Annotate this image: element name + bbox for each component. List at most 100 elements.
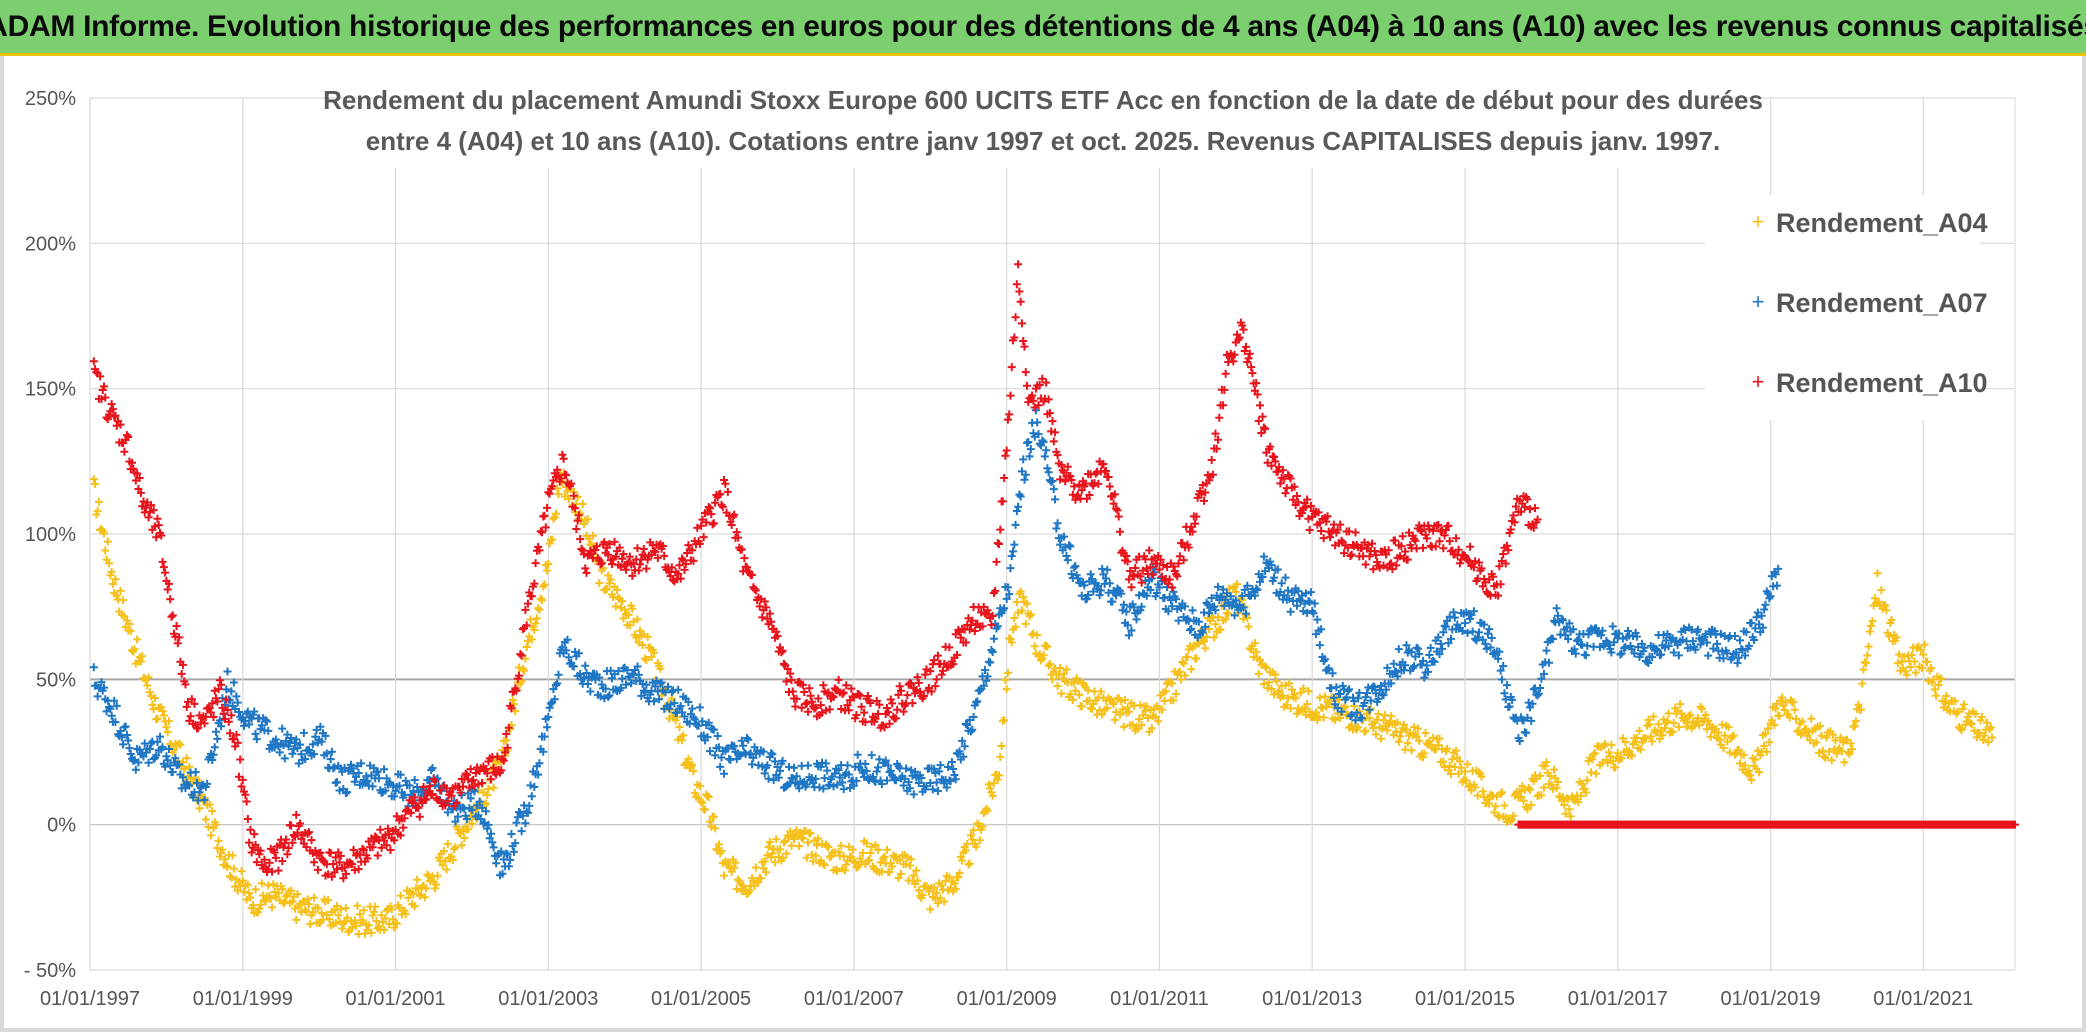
- data-point: [269, 880, 278, 889]
- data-point: [487, 775, 496, 784]
- data-point: [932, 675, 941, 684]
- data-point: [1023, 599, 1032, 608]
- data-point: [1457, 763, 1466, 772]
- data-point: [535, 759, 544, 768]
- data-point: [1387, 712, 1396, 721]
- data-point: [332, 778, 341, 787]
- data-point: [625, 621, 634, 630]
- data-point: [886, 695, 895, 704]
- data-point: [737, 736, 746, 745]
- y-tick-label: - 50%: [24, 960, 76, 982]
- data-point: [284, 742, 293, 751]
- data-point: [268, 903, 277, 912]
- data-point: [1136, 606, 1145, 615]
- data-point: [1562, 623, 1571, 632]
- data-point: [484, 820, 493, 829]
- data-point: [1221, 369, 1230, 378]
- data-point: [764, 774, 773, 783]
- data-point: [363, 777, 372, 786]
- data-point: [119, 740, 128, 749]
- data-point: [256, 725, 265, 734]
- data-point: [739, 881, 748, 890]
- data-point: [373, 767, 382, 776]
- data-point: [716, 762, 725, 771]
- data-point: [983, 672, 992, 681]
- data-point: [1798, 717, 1807, 726]
- data-point: [564, 494, 573, 503]
- data-point: [1068, 696, 1077, 705]
- data-point: [271, 735, 280, 744]
- data-point: [895, 856, 904, 865]
- data-point: [988, 791, 997, 800]
- data-point: [868, 772, 877, 781]
- data-point: [163, 585, 172, 594]
- data-point: [518, 665, 527, 674]
- data-point: [1487, 634, 1496, 643]
- data-point: [1466, 614, 1475, 623]
- data-point: [581, 661, 590, 670]
- y-tick-label: 100%: [25, 524, 76, 546]
- data-point: [293, 890, 302, 899]
- data-point: [1123, 621, 1132, 630]
- data-point: [1646, 732, 1655, 741]
- data-point: [1686, 710, 1695, 719]
- data-point: [844, 770, 853, 779]
- data-point: [1792, 714, 1801, 723]
- data-point: [731, 858, 740, 867]
- data-point: [1753, 746, 1762, 755]
- data-point: [1744, 641, 1753, 650]
- data-point: [797, 833, 806, 842]
- data-point: [1607, 740, 1616, 749]
- data-point: [1270, 573, 1279, 582]
- data-point: [181, 680, 190, 689]
- data-point: [907, 766, 916, 775]
- data-point: [100, 382, 109, 391]
- data-point: [996, 525, 1005, 534]
- data-point: [1003, 583, 1012, 592]
- data-point: [1147, 724, 1156, 733]
- data-point: [1390, 536, 1399, 545]
- data-point: [301, 754, 310, 763]
- data-point: [1807, 714, 1816, 723]
- data-point: [623, 666, 632, 675]
- data-point: [1742, 628, 1751, 637]
- data-point: [217, 722, 226, 731]
- data-point: [1254, 417, 1263, 426]
- data-point: [1021, 619, 1030, 628]
- data-point: [942, 783, 951, 792]
- data-point: [250, 830, 259, 839]
- data-point: [1394, 737, 1403, 746]
- data-point: [1084, 686, 1093, 695]
- data-point: [1765, 738, 1774, 747]
- data-point: [1329, 693, 1338, 702]
- data-point: [1244, 622, 1253, 631]
- data-point: [1270, 690, 1279, 699]
- data-point: [415, 891, 424, 900]
- data-point: [1172, 689, 1180, 698]
- data-point: [373, 851, 382, 860]
- data-point: [112, 591, 121, 600]
- data-point: [588, 531, 597, 540]
- data-point: [288, 897, 297, 906]
- data-point: [1252, 647, 1261, 656]
- data-point: [1003, 668, 1012, 677]
- data-point: [678, 736, 687, 745]
- data-point: [1270, 452, 1279, 461]
- data-point: [650, 648, 659, 657]
- data-point: [1101, 574, 1110, 583]
- data-point: [535, 605, 544, 614]
- data-point: [537, 596, 546, 605]
- data-point: [357, 759, 366, 768]
- data-point: [1924, 676, 1933, 685]
- x-tick-label: 01/01/2013: [1262, 988, 1362, 1010]
- data-point: [1009, 547, 1018, 556]
- data-point: [1094, 479, 1103, 488]
- x-tick-label: 01/01/2019: [1721, 988, 1821, 1010]
- data-point: [1056, 540, 1065, 549]
- data-point: [776, 766, 785, 775]
- data-point: [396, 770, 405, 779]
- data-point: [704, 502, 713, 511]
- data-point: [1299, 684, 1308, 693]
- data-point: [865, 855, 874, 864]
- data-point: [1336, 690, 1345, 699]
